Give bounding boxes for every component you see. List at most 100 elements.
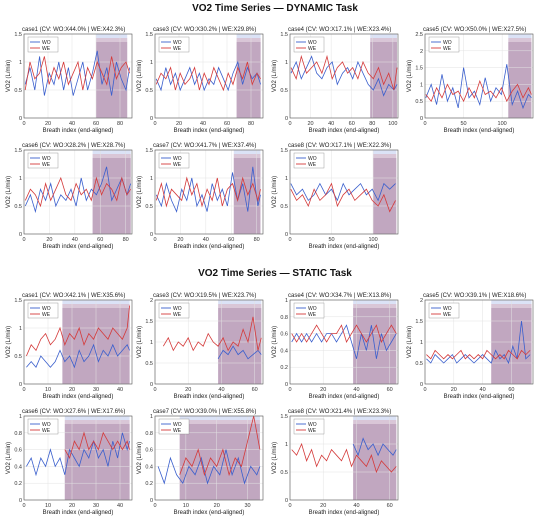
y-tick-label: 0.5 — [280, 204, 288, 210]
plot-frame — [23, 299, 133, 385]
y-tick-label: 1.5 — [280, 414, 288, 420]
legend-label-wo: WO — [443, 40, 452, 46]
overlap-shade-region — [92, 158, 131, 234]
y-tick-label: 0.4 — [14, 464, 22, 470]
overlap-shade-region — [64, 424, 130, 500]
y-axis-label: VO2 (L/min) — [6, 60, 12, 92]
x-tick-label: 60 — [224, 121, 230, 127]
y-axis-label: VO2 (L/min) — [137, 326, 143, 358]
y-axis-label: VO2 (L/min) — [6, 176, 12, 208]
we-shade-region — [92, 154, 131, 234]
x-tick-label: 30 — [245, 503, 251, 509]
y-tick-label: 0 — [285, 382, 288, 388]
x-tick-label: 20 — [176, 121, 182, 127]
x-tick-label: 0 — [423, 121, 426, 127]
y-tick-label: 0.4 — [280, 348, 288, 354]
we-shade-region — [373, 154, 397, 234]
legend-label-wo: WO — [42, 40, 51, 46]
plot-frame — [424, 299, 534, 385]
panel-dynamic-2: 0 0.5 1 1.5 0 20 40 60 80 case3 (CV: WO:X30.2% | … — [137, 27, 264, 134]
overlap-shade-region — [353, 424, 397, 500]
y-axis-label: VO2 (L/min) — [407, 326, 413, 358]
panel-static-3: 0 0.2 0.4 0.6 0.8 1 0 20 40 60 case4 (CV: WO:X34.7… — [272, 293, 399, 400]
y-axis-label: VO2 (L/min) — [272, 442, 278, 474]
x-axis-label: Breath index (end-aligned) — [309, 394, 380, 400]
x-axis-label: Breath index (end-aligned) — [43, 394, 114, 400]
y-tick-label: 1 — [285, 442, 288, 448]
x-tick-label: 60 — [387, 387, 393, 393]
series-line-we — [155, 176, 261, 208]
series-line-wo — [352, 437, 397, 457]
legend-label-wo: WO — [42, 422, 51, 428]
legend-label-wo: WO — [308, 156, 317, 162]
y-tick-label: 1 — [19, 414, 22, 420]
x-tick-label: 50 — [328, 237, 334, 243]
x-tick-label: 20 — [185, 387, 191, 393]
x-tick-label: 80 — [117, 121, 123, 127]
y-tick-label: 0.5 — [145, 361, 153, 367]
legend-label-wo: WO — [443, 306, 452, 312]
y-tick-label: 0 — [150, 116, 153, 122]
y-tick-label: 2 — [150, 298, 153, 304]
y-tick-label: 0 — [150, 382, 153, 388]
overlap-shade-region — [370, 42, 397, 118]
panel-dynamic-6: 0 0.5 1 1.5 0 20 40 60 80 case7 (CV: WO:X41.7% | … — [137, 143, 264, 250]
x-axis-label: Breath index (end-aligned) — [43, 128, 114, 134]
x-tick-label: 80 — [369, 121, 375, 127]
series-line-we — [291, 442, 397, 474]
panel-static-7: 0 0.5 1 1.5 0 20 40 60 case8 (CV: WO:X21.4% | WE… — [272, 409, 399, 516]
legend-label-wo: WO — [308, 422, 317, 428]
x-tick-label: 80 — [123, 237, 129, 243]
overlap-shade-region — [508, 42, 532, 118]
y-tick-label: 1.5 — [145, 32, 153, 38]
panel-title: case6 (CV: WO:X27.6% | WE:X17.6%) — [22, 409, 125, 415]
y-tick-label: 0.2 — [14, 481, 22, 487]
y-tick-label: 0.2 — [280, 365, 288, 371]
series-line-we — [290, 54, 398, 91]
panel-title: case7 (CV: WO:X39.0% | WE:X55.8%) — [153, 409, 256, 415]
y-tick-label: 2 — [420, 298, 423, 304]
legend-label-we: WE — [308, 46, 317, 52]
legend-label-we: WE — [173, 428, 182, 434]
x-tick-label: 0 — [22, 121, 25, 127]
x-tick-label: 0 — [423, 387, 426, 393]
x-tick-label: 60 — [97, 237, 103, 243]
y-tick-label: 0.5 — [14, 354, 22, 360]
y-axis-label: VO2 (L/min) — [6, 326, 12, 358]
x-tick-label: 40 — [117, 387, 123, 393]
x-tick-label: 60 — [93, 121, 99, 127]
y-tick-label: 1.5 — [14, 148, 22, 154]
y-tick-label: 0.5 — [145, 88, 153, 94]
series-line-wo — [157, 449, 261, 485]
x-tick-label: 20 — [214, 503, 220, 509]
y-tick-label: 0.6 — [14, 448, 22, 454]
legend-label-wo: WO — [308, 306, 317, 312]
x-tick-label: 0 — [153, 503, 156, 509]
panel-title: case7 (CV: WO:X41.7% | WE:X37.4%) — [153, 143, 256, 149]
y-tick-label: 1.5 — [145, 148, 153, 154]
plot-frame — [289, 33, 399, 119]
y-tick-label: 0.8 — [14, 431, 22, 437]
wo-shade-region — [353, 300, 397, 384]
y-tick-label: 0.5 — [14, 88, 22, 94]
y-tick-label: 1.5 — [280, 32, 288, 38]
series-line-we — [426, 349, 531, 360]
series-line-we — [290, 182, 396, 213]
legend-label-we: WE — [173, 162, 182, 168]
plot-frame — [289, 415, 399, 501]
wo-shade-region — [92, 150, 131, 234]
series-line-we — [64, 431, 130, 460]
y-tick-label: 0 — [150, 232, 153, 238]
x-tick-label: 20 — [320, 503, 326, 509]
series-line-we — [24, 56, 130, 91]
y-axis-label: VO2 (L/min) — [272, 60, 278, 92]
plot-frame — [289, 149, 399, 235]
x-axis-label: Breath index (end-aligned) — [309, 510, 380, 516]
series-line-wo — [155, 60, 261, 92]
series-line-wo — [217, 345, 262, 360]
x-axis-label: Breath index (end-aligned) — [444, 128, 515, 134]
